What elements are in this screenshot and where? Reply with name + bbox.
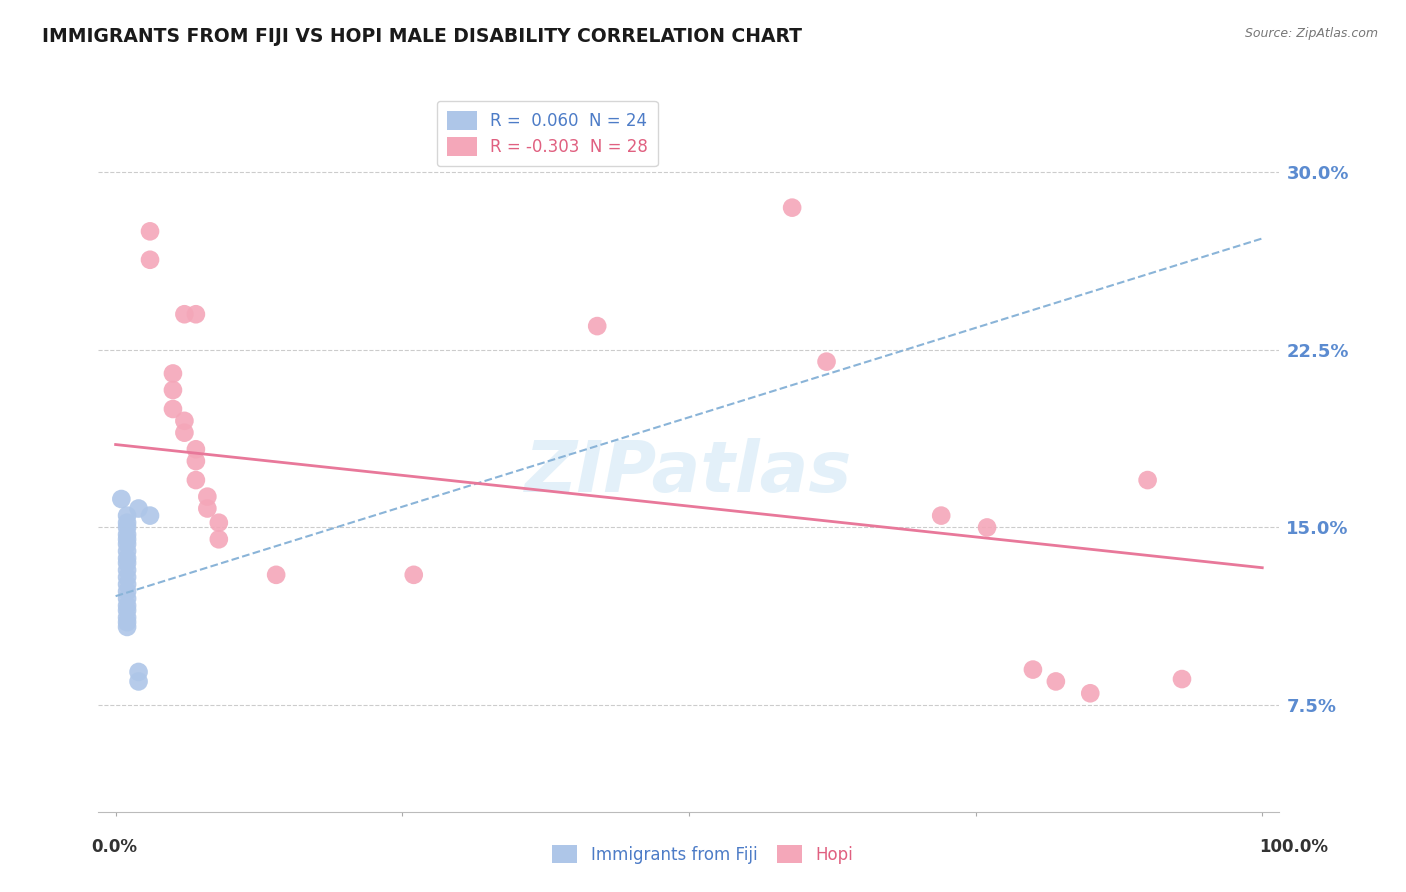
Point	[115, 537, 138, 551]
Point	[115, 508, 138, 523]
Point	[195, 490, 218, 504]
Text: 0.0%: 0.0%	[91, 838, 138, 855]
Point	[115, 520, 138, 534]
Point	[184, 442, 207, 457]
Point	[115, 620, 138, 634]
Point	[128, 674, 150, 689]
Point	[184, 307, 207, 321]
Point	[162, 402, 184, 417]
Point	[929, 508, 952, 523]
Point	[115, 563, 138, 577]
Point	[976, 520, 998, 534]
Legend: R =  0.060  N = 24, R = -0.303  N = 28: R = 0.060 N = 24, R = -0.303 N = 28	[437, 101, 658, 166]
Point	[815, 354, 838, 368]
Text: ZIPatlas: ZIPatlas	[526, 438, 852, 507]
Point	[115, 544, 138, 558]
Point	[1078, 686, 1101, 700]
Point	[115, 527, 138, 541]
Point	[115, 591, 138, 606]
Point	[208, 516, 231, 530]
Point	[780, 201, 803, 215]
Point	[208, 533, 231, 547]
Point	[1171, 672, 1194, 686]
Point	[115, 584, 138, 599]
Point	[184, 454, 207, 468]
Point	[1022, 663, 1045, 677]
Point	[115, 577, 138, 591]
Text: 100.0%: 100.0%	[1260, 838, 1329, 855]
Point	[115, 610, 138, 624]
Point	[195, 501, 218, 516]
Point	[110, 491, 132, 506]
Point	[173, 414, 195, 428]
Point	[115, 599, 138, 613]
Point	[115, 615, 138, 630]
Point	[115, 556, 138, 570]
Text: Source: ZipAtlas.com: Source: ZipAtlas.com	[1244, 27, 1378, 40]
Point	[1136, 473, 1159, 487]
Text: IMMIGRANTS FROM FIJI VS HOPI MALE DISABILITY CORRELATION CHART: IMMIGRANTS FROM FIJI VS HOPI MALE DISABI…	[42, 27, 803, 45]
Point	[184, 473, 207, 487]
Point	[264, 567, 287, 582]
Point	[115, 551, 138, 566]
Point	[128, 665, 150, 679]
Point	[586, 319, 609, 334]
Point	[402, 567, 425, 582]
Point	[128, 501, 150, 516]
Point	[115, 516, 138, 530]
Point	[139, 252, 162, 267]
Point	[115, 570, 138, 584]
Point	[115, 603, 138, 617]
Point	[139, 508, 162, 523]
Legend: Immigrants from Fiji, Hopi: Immigrants from Fiji, Hopi	[546, 838, 860, 871]
Point	[1045, 674, 1067, 689]
Point	[173, 425, 195, 440]
Y-axis label: Male Disability: Male Disability	[0, 390, 8, 511]
Point	[162, 367, 184, 381]
Point	[115, 533, 138, 547]
Point	[139, 224, 162, 238]
Point	[162, 383, 184, 397]
Point	[173, 307, 195, 321]
